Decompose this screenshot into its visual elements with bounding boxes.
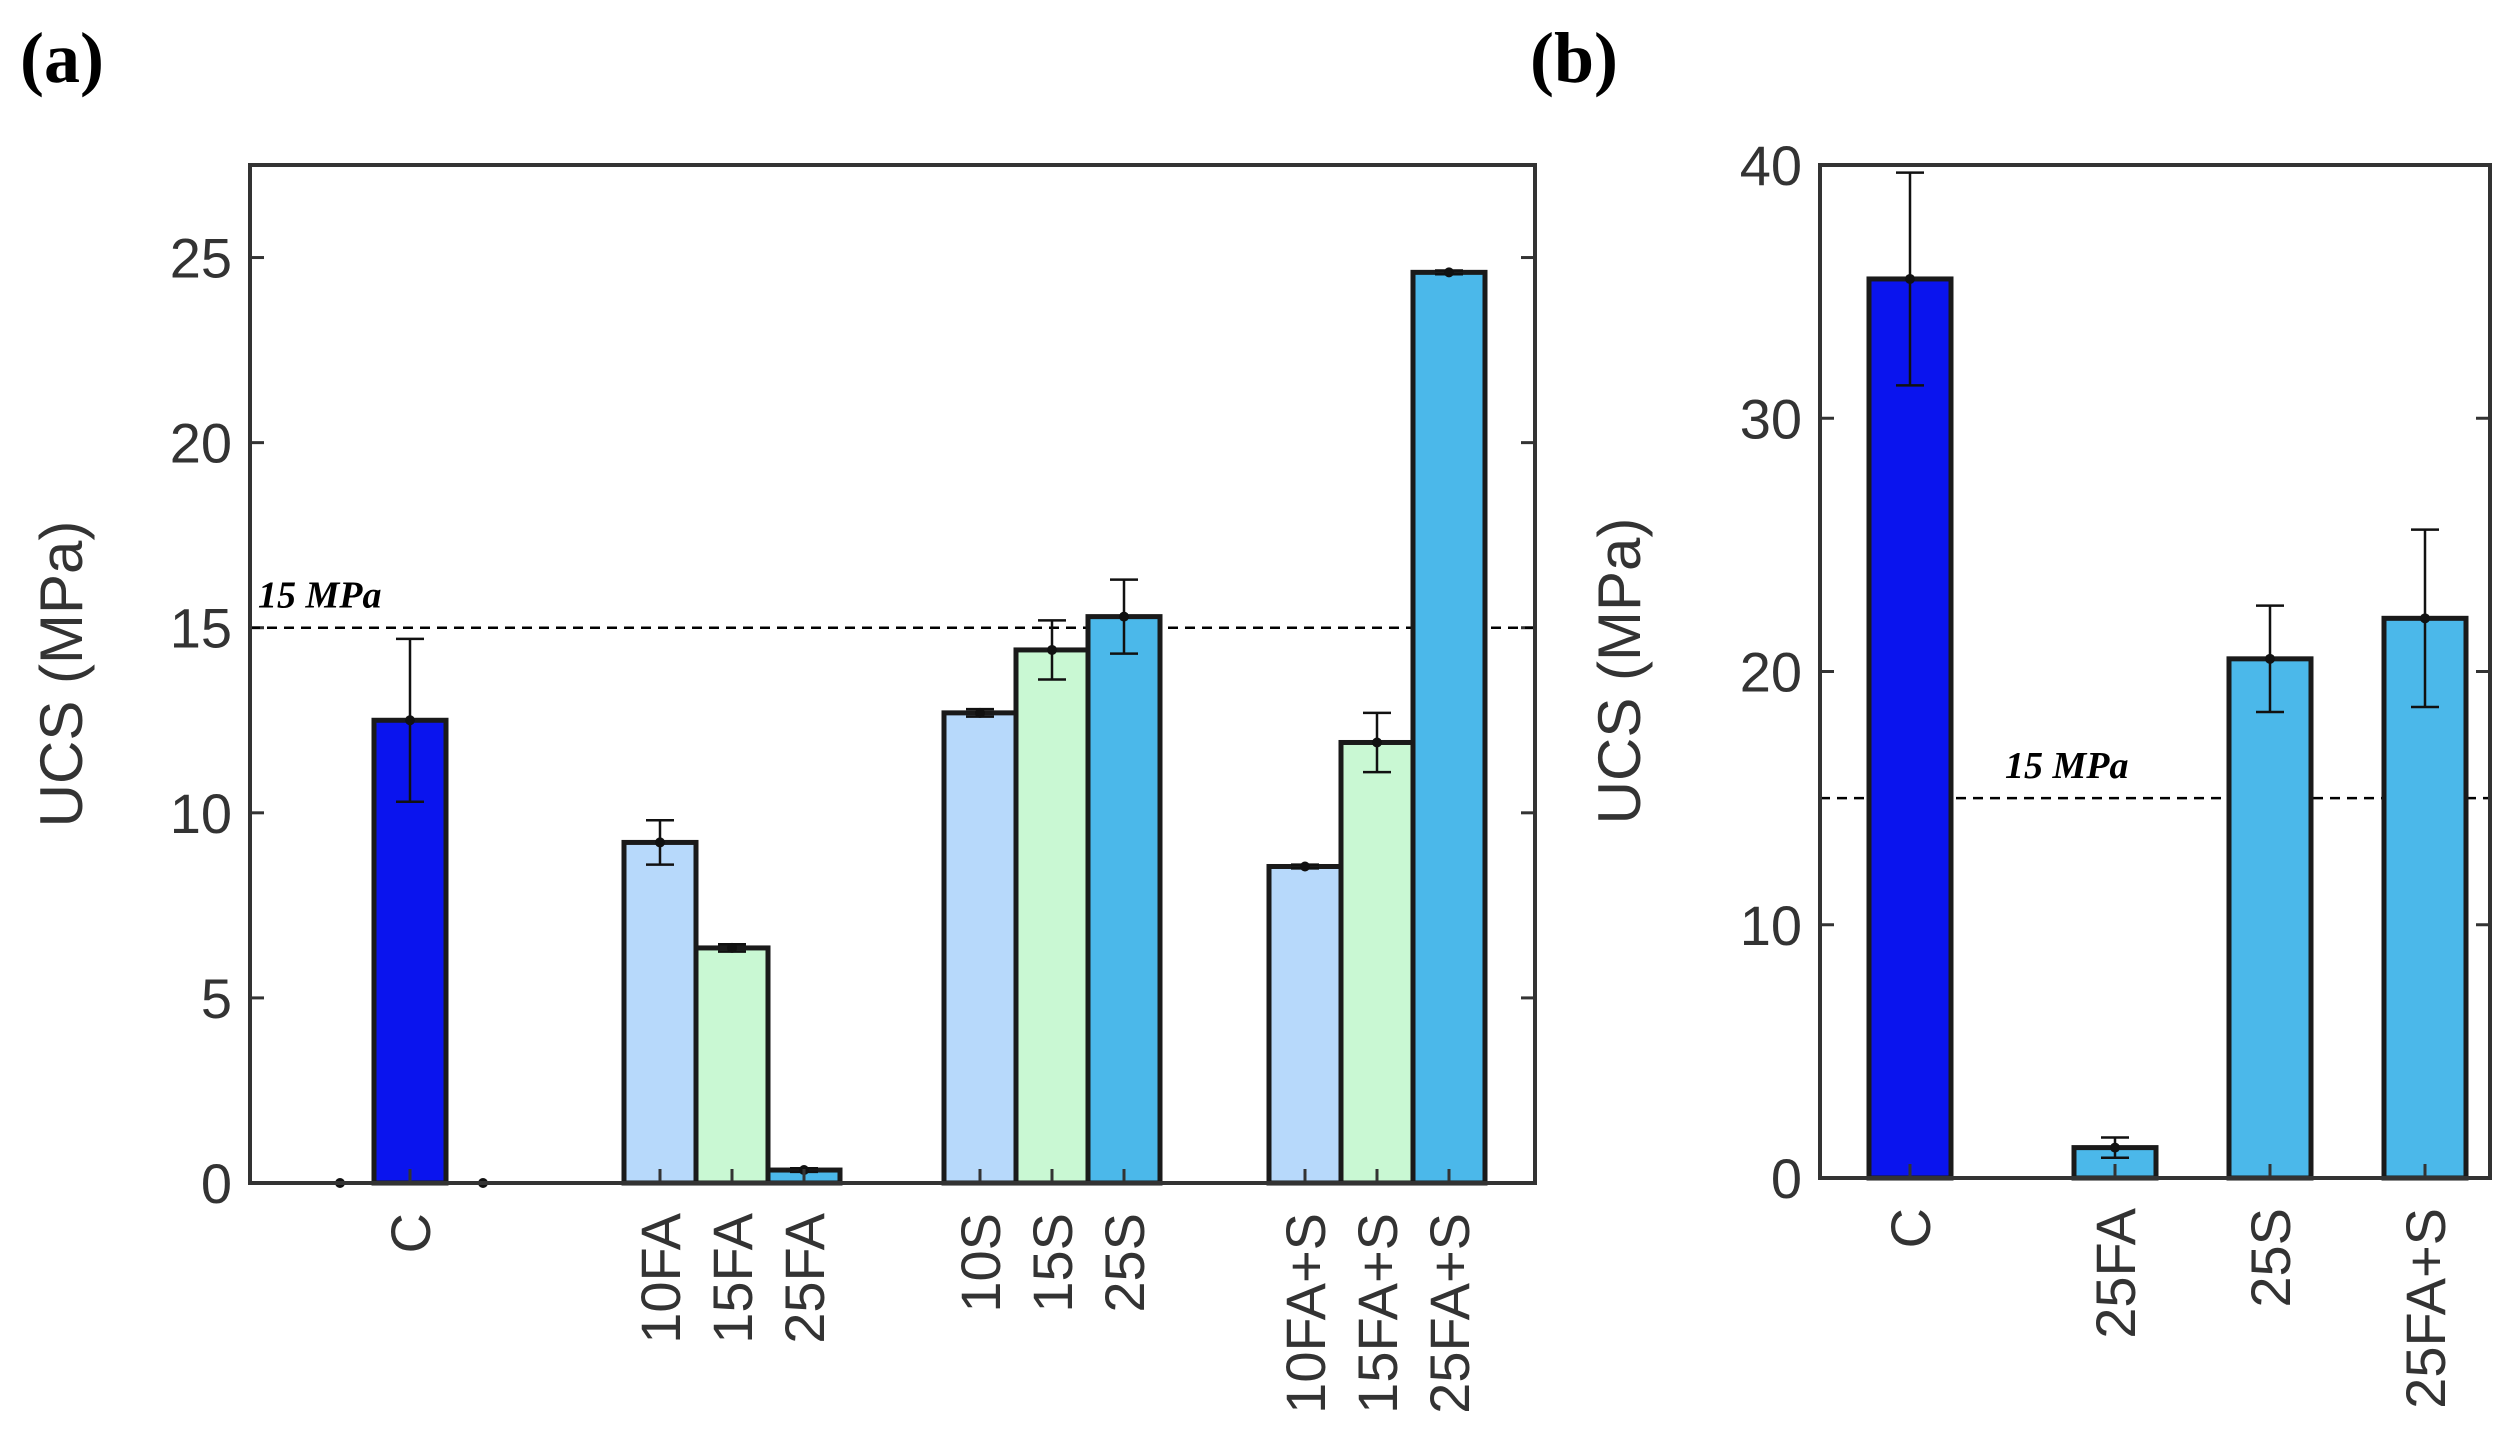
y-tick-label: 25 [170, 227, 232, 290]
y-axis-label: UCS (MPa) [28, 521, 95, 828]
x-tick-label: 25FA [2084, 1207, 2147, 1338]
mean-marker [1119, 611, 1129, 622]
x-tick-label: 10S [949, 1213, 1012, 1313]
bar-10s [941, 710, 1019, 1186]
x-tick-label: 25FA+S [2394, 1208, 2457, 1409]
panel-label: (a) [20, 18, 104, 98]
mean-marker [1047, 644, 1057, 655]
x-tick-label: 10FA [629, 1212, 692, 1343]
mean-marker [2110, 1142, 2120, 1153]
bar-10fa-plus-s [1266, 863, 1344, 1186]
bar-10fa [621, 839, 699, 1186]
reference-line-label: 15 MPa [2005, 745, 2129, 787]
bar-25s [2226, 656, 2314, 1181]
y-tick-label: 0 [201, 1152, 232, 1215]
x-tick-label: 25S [1093, 1213, 1156, 1313]
y-tick-label: 0 [1771, 1147, 1802, 1210]
mean-marker [727, 942, 737, 953]
y-tick-label: 10 [1740, 894, 1802, 957]
bar-c [1866, 276, 1954, 1181]
mean-marker [1444, 267, 1454, 278]
mean-marker [2265, 653, 2275, 664]
panel-b-chart: (b) 0 10 20 30 40 UCS (MPa) 15 MPa C 25FA 25S 25FA+… [1530, 18, 2492, 1409]
bar-15fa [693, 945, 771, 1186]
y-tick-label: 15 [170, 597, 232, 660]
y-tick-label: 20 [170, 412, 232, 475]
y-axis-label: UCS (MPa) [1586, 518, 1653, 825]
bar-15fa-plus-s [1338, 739, 1416, 1186]
x-tick-label: 25S [2239, 1208, 2302, 1308]
x-tick-label: 10FA+S [1274, 1213, 1337, 1414]
mean-marker [2420, 613, 2430, 624]
y-tick-label: 40 [1740, 134, 1802, 197]
x-tick-label: C [379, 1213, 442, 1253]
axes-box [1818, 163, 2492, 1180]
x-tick-label: C [1879, 1208, 1942, 1248]
mean-marker [405, 715, 415, 726]
y-tick-label: 10 [170, 782, 232, 845]
y-tick-label: 5 [201, 967, 232, 1030]
mean-marker [1372, 737, 1382, 748]
y-tick-label: 20 [1740, 641, 1802, 704]
mean-marker [1905, 273, 1915, 284]
axes-box [248, 163, 1537, 1185]
x-tick-label: 25FA+S [1418, 1213, 1481, 1414]
panel-label: (b) [1530, 18, 1618, 98]
x-tick-label: 25FA [773, 1212, 836, 1343]
x-tick-label: 15S [1021, 1213, 1084, 1313]
y-tick-label: 30 [1740, 387, 1802, 450]
bar-25fa-plus-s [1410, 269, 1488, 1186]
x-tick-label: 15FA+S [1346, 1213, 1409, 1414]
reference-line-label: 15 MPa [258, 575, 382, 617]
bar-15s [1013, 647, 1091, 1186]
mean-marker [655, 837, 665, 848]
bar-25s [1085, 614, 1163, 1186]
x-tick-label: 15FA [701, 1212, 764, 1343]
mean-marker [1300, 861, 1310, 872]
mean-marker [975, 707, 985, 718]
